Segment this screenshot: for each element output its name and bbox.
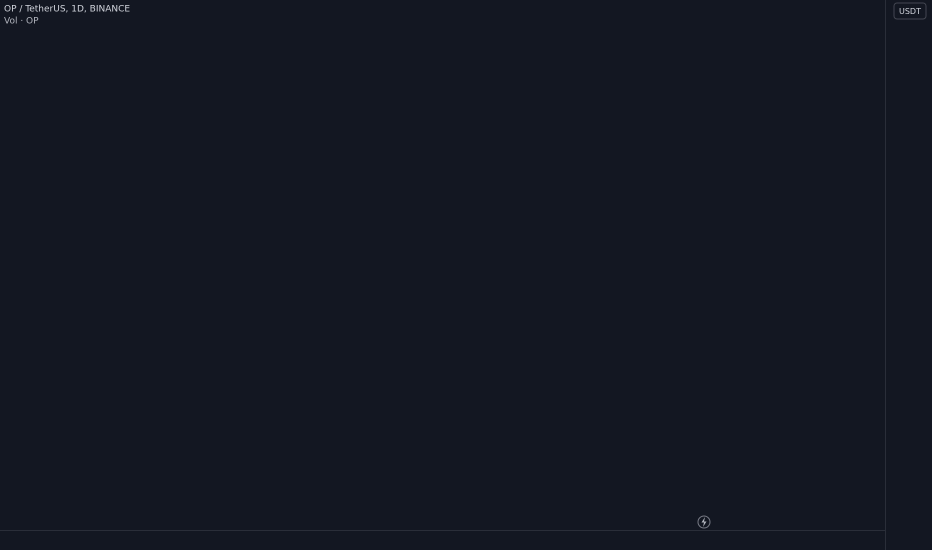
- chart-title: OP / TetherUS, 1D, BINANCE: [4, 5, 130, 15]
- currency-button[interactable]: USDT: [893, 2, 927, 20]
- currency-button-frame[interactable]: [893, 2, 927, 20]
- currency-label[interactable]: USDT: [899, 7, 921, 16]
- volume-legend: Vol · OP: [4, 17, 39, 27]
- icon-bolt[interactable]: [701, 517, 707, 527]
- replay-icon[interactable]: [697, 515, 711, 529]
